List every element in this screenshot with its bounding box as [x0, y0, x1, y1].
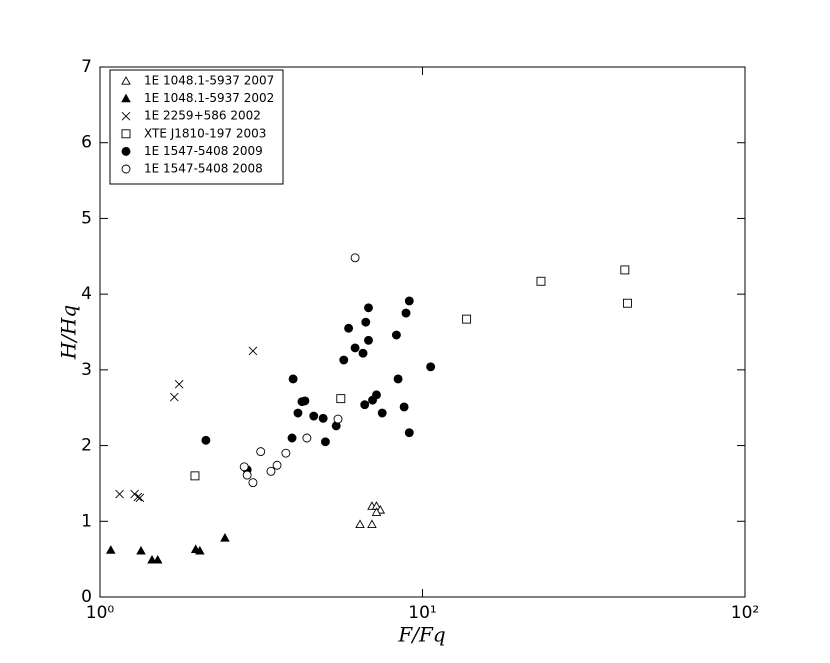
legend-marker: [121, 93, 131, 103]
x-axis-label: F/Fq: [397, 623, 445, 647]
data-point: [288, 374, 298, 384]
data-point: [536, 276, 546, 286]
data-point: [147, 554, 157, 564]
data-point: [361, 317, 371, 327]
data-point: [106, 545, 116, 554]
data-point: [393, 374, 403, 384]
data-point: [367, 519, 377, 528]
data-point: [391, 330, 401, 340]
data-point: [333, 414, 343, 424]
data-point: [281, 448, 291, 458]
data-point: [377, 408, 387, 418]
data-point: [174, 379, 184, 389]
data-point: [355, 519, 365, 528]
data-point: [190, 471, 200, 481]
data-point: [622, 298, 632, 308]
y-axis-label: H/Hq: [57, 305, 81, 360]
y-tick-label: 3: [81, 360, 92, 380]
y-tick-label: 4: [81, 284, 92, 304]
legend-marker: [121, 111, 131, 121]
data-point: [309, 411, 319, 421]
legend-label: 1E 1547-5408 2008: [144, 162, 263, 176]
data-point: [248, 346, 258, 356]
data-point: [404, 296, 414, 306]
data-point: [371, 507, 382, 516]
data-point: [266, 466, 276, 476]
data-point: [152, 554, 163, 564]
legend-marker: [121, 76, 131, 85]
legend-label: 1E 1547-5408 2009: [144, 144, 263, 158]
y-tick-label: 7: [81, 57, 92, 77]
data-point: [320, 437, 330, 447]
legend-label: 1E 1048.1-5937 2002: [144, 91, 274, 105]
data-point: [300, 396, 310, 406]
data-point: [195, 545, 205, 555]
data-point: [256, 447, 266, 457]
data-point: [350, 253, 360, 263]
legend-label: 1E 2259+586 2002: [144, 109, 261, 123]
x-tick-label: 10⁰: [86, 603, 115, 623]
data-point: [239, 462, 249, 472]
data-point: [404, 428, 414, 438]
data-point: [364, 303, 373, 313]
data-point: [350, 343, 360, 353]
data-point: [364, 335, 373, 345]
data-point: [287, 433, 297, 443]
data-point: [318, 413, 328, 423]
data-point: [302, 433, 312, 443]
data-point: [358, 348, 368, 358]
y-tick-label: 0: [81, 587, 92, 607]
legend-label: 1E 1048.1-5937 2007: [144, 74, 274, 88]
data-point: [136, 545, 146, 555]
data-point: [220, 533, 230, 542]
data-point: [360, 400, 370, 410]
data-point: [462, 314, 472, 324]
legend-box: [109, 69, 284, 185]
data-point: [399, 402, 409, 412]
data-point: [242, 470, 252, 480]
x-tick-label: 10²: [731, 603, 759, 623]
data-point: [115, 489, 124, 499]
data-point: [293, 408, 303, 418]
y-tick-label: 1: [81, 511, 92, 531]
legend-marker: [121, 164, 131, 174]
data-point: [620, 265, 630, 275]
data-point: [426, 362, 436, 372]
data-point: [372, 390, 381, 400]
y-tick-label: 2: [81, 436, 92, 456]
data-point: [201, 435, 211, 445]
data-point: [401, 308, 411, 318]
y-tick-label: 5: [81, 208, 92, 228]
legend-marker: [121, 129, 131, 139]
data-point: [170, 392, 179, 402]
data-point: [272, 460, 282, 470]
data-point: [135, 493, 145, 503]
x-tick-label: 10¹: [408, 603, 436, 623]
data-point: [336, 394, 346, 404]
legend-label: XTE J1810-197 2003: [144, 126, 266, 140]
y-tick-label: 6: [81, 133, 92, 153]
data-point: [133, 492, 143, 502]
data-point: [248, 478, 258, 488]
data-point: [344, 323, 354, 333]
legend-marker: [121, 146, 131, 156]
data-point: [339, 355, 349, 365]
